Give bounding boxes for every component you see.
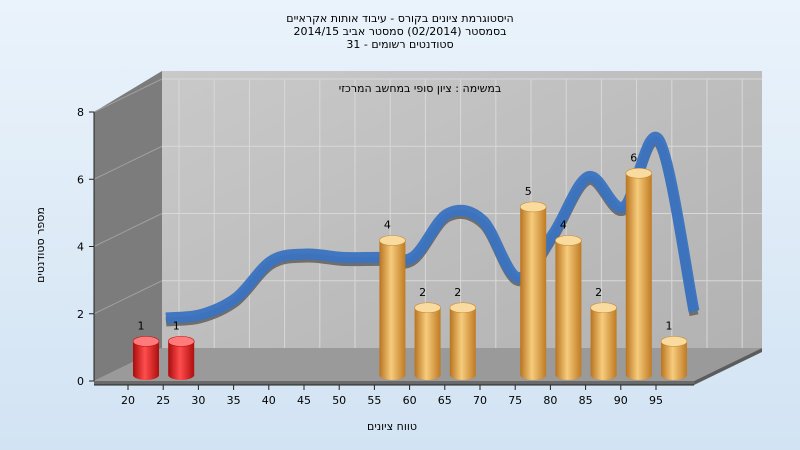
bar-body	[520, 206, 547, 380]
bar-body	[133, 341, 159, 380]
x-tick-label: 65	[438, 394, 452, 407]
bar-top	[590, 302, 617, 314]
bar-fail: 1	[132, 319, 160, 380]
bars: 1 1 4 2 2 5 4 2 6 1	[132, 151, 688, 380]
x-tick-label: 95	[649, 394, 663, 407]
x-tick-label: 80	[543, 394, 557, 407]
title-line-1: היסטוגרמת ציונים בקורס - עיבוד אותות אקר…	[286, 12, 513, 25]
floor-edge	[94, 381, 694, 385]
x-tick-label: 85	[579, 394, 593, 407]
y-tick-label: 8	[77, 106, 84, 119]
bar-top	[449, 302, 477, 314]
x-tick-label: 35	[227, 394, 241, 407]
x-tick-label: 60	[403, 394, 417, 407]
grid-line-wall	[93, 145, 163, 180]
bar-value-label: 2	[595, 286, 602, 299]
bar: 2	[449, 286, 477, 380]
bar-top	[519, 201, 547, 213]
floor-side-edge	[694, 348, 762, 385]
bar-body	[414, 307, 441, 380]
x-tick-label: 20	[121, 394, 135, 407]
x-axis-label: טווח ציונים	[367, 420, 417, 433]
bar: 4	[379, 219, 406, 380]
grid-line-wall	[93, 213, 163, 247]
bar-top	[167, 336, 195, 347]
y-axis: 0 2 4 6 8	[77, 106, 95, 388]
bar-value-label: 2	[454, 286, 461, 299]
bar-top	[660, 336, 688, 347]
bar-body	[590, 307, 617, 380]
x-tick-label: 55	[367, 394, 381, 407]
x-tick-label: 45	[297, 394, 311, 407]
bar-fail: 1	[167, 319, 195, 380]
left-wall	[94, 71, 162, 381]
bar-value-label: 1	[666, 319, 673, 332]
y-axis-label: מספר סטודנטים	[34, 207, 47, 283]
bar-value-label: 2	[419, 286, 426, 299]
bar-body	[555, 240, 582, 380]
bar-top	[414, 302, 441, 314]
bar-body	[449, 307, 476, 380]
bar-top	[379, 235, 406, 246]
x-axis: 20 25 30 35 40 45 50 55 60 65 70 75 80 85 90 95	[94, 384, 694, 407]
x-tick-label: 25	[156, 394, 170, 407]
task-label: במשימה : ציון סופי במחשב המרכזי	[339, 82, 502, 95]
bar-value-label: 1	[173, 319, 180, 332]
x-tick-label: 75	[508, 394, 522, 407]
y-tick-label: 0	[77, 375, 84, 388]
bar-value-label: 4	[560, 219, 567, 232]
bar: 6	[625, 151, 653, 380]
x-tick-label: 40	[262, 394, 276, 407]
y-tick-label: 2	[77, 308, 84, 321]
bar: 1	[660, 319, 688, 380]
x-tick-label: 30	[191, 394, 205, 407]
bar: 4	[555, 219, 582, 380]
bar-value-label: 5	[525, 185, 532, 198]
bar-top	[625, 167, 653, 179]
bar-body	[625, 173, 652, 380]
bar-top	[132, 336, 160, 347]
bar-body	[661, 341, 687, 380]
grid-line-wall	[93, 280, 163, 315]
bar-top	[555, 235, 582, 246]
x-tick-label: 90	[614, 394, 628, 407]
bar: 2	[590, 286, 617, 380]
bar-value-label: 6	[630, 151, 637, 164]
x-tick-label: 70	[473, 394, 487, 407]
x-tick-label: 50	[332, 394, 346, 407]
grid-line-wall	[93, 78, 163, 113]
chart-title: היסטוגרמת ציונים בקורס - עיבוד אותות אקר…	[286, 12, 513, 51]
title-line-3: סטודנטים רשומים - 31	[346, 38, 453, 51]
bar-body	[168, 341, 195, 380]
bar: 2	[414, 286, 441, 380]
bar: 5	[519, 185, 547, 380]
bar-value-label: 4	[384, 219, 391, 232]
title-line-2: בסמסטר (02/2014) סמסטר אביב 2014/15	[293, 25, 506, 38]
bar-body	[379, 240, 406, 380]
y-tick-label: 6	[77, 173, 84, 186]
bar-value-label: 1	[138, 319, 145, 332]
y-tick-label: 4	[77, 241, 84, 254]
